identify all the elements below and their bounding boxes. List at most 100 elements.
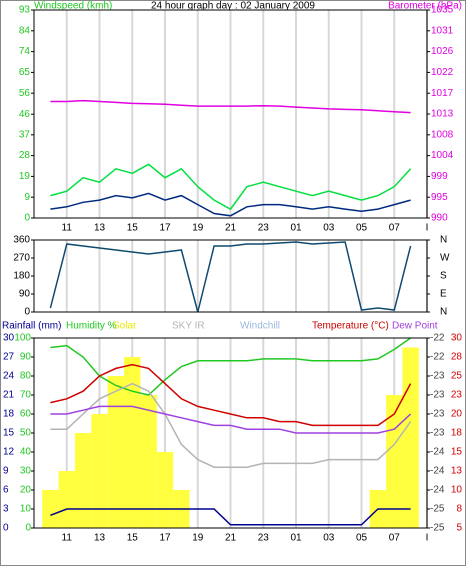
tick-label: 19 [19, 171, 31, 182]
tick-label: 995 [431, 192, 448, 203]
x-tick-label: 15 [127, 223, 139, 234]
x-tick-label: 15 [127, 533, 139, 544]
tick-label: 1026 [431, 46, 454, 57]
legend-label: Dew Point [392, 321, 438, 332]
tick-label: 15 [3, 428, 15, 439]
tick-label: 37 [19, 129, 31, 140]
tick-label: 20 [20, 485, 32, 496]
series-line [50, 163, 412, 211]
tick-label: -23 [430, 371, 445, 382]
solar-bar [156, 452, 174, 528]
x-tick-label: 03 [323, 223, 335, 234]
tick-label: 21 [3, 390, 15, 401]
tick-label: -22 [430, 352, 445, 363]
x-tick-label: 05 [356, 533, 368, 544]
tick-label: 90 [20, 352, 32, 363]
tick-label: 1017 [431, 88, 454, 99]
tick-label: -23 [430, 409, 445, 420]
tick-label: 18 [3, 409, 15, 420]
legend-label: Solar [113, 321, 137, 332]
solar-bar [91, 414, 108, 528]
tick-label: 1008 [431, 129, 454, 140]
tick-label: 60 [20, 409, 32, 420]
x-tick-label: 13 [94, 533, 106, 544]
x-tick-label: 01 [290, 533, 302, 544]
x-tick-label: 13 [94, 223, 106, 234]
solar-bar [140, 395, 157, 528]
series-line [49, 241, 412, 313]
tick-label: 90 [19, 289, 31, 300]
tick-label: 46 [19, 109, 31, 120]
x-tick-label: 17 [159, 533, 171, 544]
tick-label: 40 [20, 447, 32, 458]
solar-bar [74, 433, 92, 528]
tick-label: N [440, 235, 447, 246]
solar-bar [124, 357, 141, 528]
solar-bar [402, 347, 419, 528]
series-line [50, 99, 411, 114]
tick-label: 13 [451, 466, 463, 477]
solar-bar [42, 490, 59, 528]
tick-label: -25 [430, 523, 445, 534]
tick-label: 80 [20, 371, 32, 382]
tick-label: 6 [3, 485, 9, 496]
series-line [50, 508, 411, 526]
tick-label: 23 [451, 390, 463, 401]
tick-label: 30 [20, 466, 32, 477]
series-line [50, 405, 412, 434]
tick-label: -24 [430, 466, 445, 477]
x-tick-label: 11 [62, 223, 73, 234]
legend-label: Windchill [240, 321, 280, 332]
tick-label: 5 [456, 523, 462, 534]
tick-label: 70 [20, 390, 32, 401]
legend-label: Rainfall (mm) [2, 321, 61, 332]
tick-label: 10 [451, 485, 463, 496]
tick-label: 74 [19, 46, 31, 57]
x-tick-label: 01 [290, 223, 302, 234]
legend-label: SKY IR [172, 321, 205, 332]
tick-label: 3 [3, 504, 9, 515]
tick-label: 1022 [431, 67, 454, 78]
tick-label: 8 [456, 504, 462, 515]
x-tick-label: 19 [192, 223, 204, 234]
x-tick-label: 19 [192, 533, 204, 544]
solar-bar [107, 376, 125, 528]
legend-label: Humidity % [66, 321, 117, 332]
chart-title: 24 hour graph day : 02 January 2009 [151, 1, 315, 12]
x-tick-label: 03 [323, 533, 335, 544]
tick-label: 24 [3, 371, 15, 382]
x-tick-label: 11 [62, 533, 73, 544]
tick-label: 25 [451, 371, 463, 382]
tick-label: 270 [13, 253, 30, 264]
x-tick-label: I [426, 533, 429, 544]
tick-label: 56 [19, 88, 31, 99]
tick-label: 0 [24, 213, 30, 224]
tick-label: 30 [451, 333, 463, 344]
tick-label: 50 [20, 428, 32, 439]
tick-label: -25 [430, 504, 445, 515]
x-tick-label: 05 [356, 223, 368, 234]
tick-label: 1004 [431, 150, 454, 161]
tick-label: 20 [451, 409, 463, 420]
x-tick-label: 23 [258, 223, 270, 234]
tick-label: 9 [3, 466, 9, 477]
tick-label: 1013 [431, 109, 454, 120]
tick-label: 10 [20, 504, 32, 515]
x-tick-label: 17 [159, 223, 171, 234]
tick-label: 0 [3, 523, 9, 534]
tick-label: 28 [451, 352, 463, 363]
tick-label: S [440, 271, 447, 282]
x-tick-label: 07 [389, 533, 401, 544]
tick-label: -23 [430, 428, 445, 439]
y-label: Windspeed (kmh) [34, 1, 112, 12]
tick-label: 999 [431, 171, 448, 182]
tick-label: 1035 [431, 5, 454, 16]
tick-label: 18 [451, 428, 463, 439]
tick-label: 93 [19, 5, 31, 16]
tick-label: 0 [24, 307, 30, 318]
tick-label: -24 [430, 485, 445, 496]
tick-label: 65 [19, 67, 31, 78]
tick-label: 990 [431, 213, 448, 224]
series-line [50, 382, 412, 468]
